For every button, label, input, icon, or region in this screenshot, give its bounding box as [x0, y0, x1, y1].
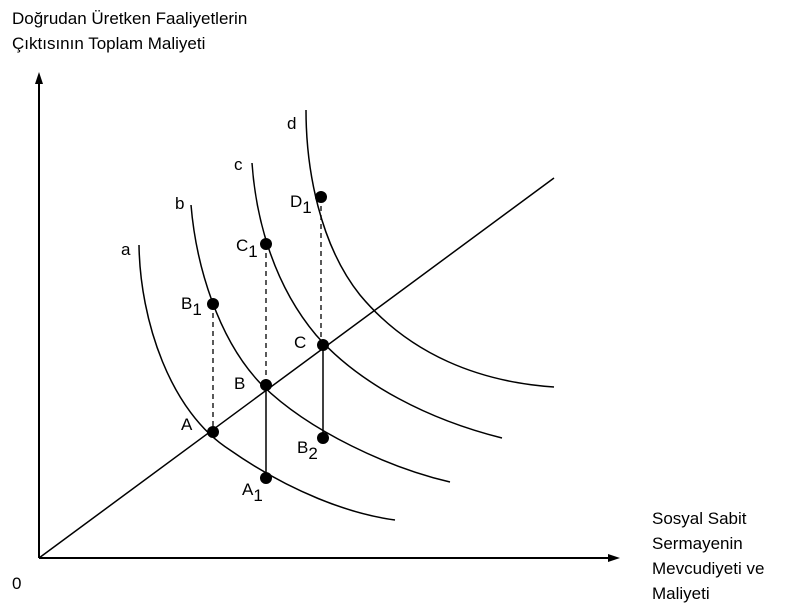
point-label-D1: D1 [290, 192, 312, 217]
y-axis-title: Doğrudan Üretken Faaliyetlerin Çıktısını… [12, 6, 247, 56]
point-label-B1-sub: 1 [192, 300, 201, 319]
y-axis-title-line-2: Çıktısının Toplam Maliyeti [12, 34, 206, 53]
point-label-A-main: A [181, 415, 193, 434]
y-axis-title-line-1: Doğrudan Üretken Faaliyetlerin [12, 9, 248, 28]
point-label-C: C [294, 333, 306, 352]
point-C1 [260, 238, 272, 250]
point-label-B2-main: B [297, 438, 308, 457]
point-label-D1-main: D [290, 192, 302, 211]
point-label-A: A [181, 415, 193, 434]
point-C [317, 339, 329, 351]
point-label-C1-sub: 1 [248, 242, 257, 261]
point-label-A1: A1 [242, 480, 263, 505]
curve-d [305, 109, 555, 388]
curve-a [138, 244, 396, 521]
point-A1 [260, 472, 272, 484]
x-axis-title-line-2: Sermayenin [652, 534, 743, 553]
point-label-C1-main: C [236, 236, 248, 255]
point-label-A1-sub: 1 [253, 486, 262, 505]
diagonal-path-line [38, 177, 555, 559]
x-axis-title-line-4: Maliyeti [652, 584, 710, 603]
x-axis-title-line-3: Mevcudiyeti ve [652, 559, 765, 578]
curve-label-a: a [121, 240, 131, 259]
point-B [260, 379, 272, 391]
point-label-B: B [234, 374, 245, 393]
point-label-B1: B1 [181, 294, 202, 319]
point-label-D1-sub: 1 [302, 198, 311, 217]
curve-c [251, 162, 503, 439]
x-axis-title: Sosyal Sabit Sermayenin Mevcudiyeti ve M… [652, 506, 764, 606]
curve-label-c: c [234, 155, 243, 174]
point-D1 [315, 191, 327, 203]
point-A [207, 426, 219, 438]
curve-label-d: d [287, 114, 296, 133]
point-label-A1-main: A [242, 480, 254, 499]
point-label-C1: C1 [236, 236, 258, 261]
y-axis-arrowhead [35, 72, 43, 84]
curve-label-b: b [175, 194, 184, 213]
point-label-B2: B2 [297, 438, 318, 463]
point-label-B1-main: B [181, 294, 192, 313]
point-B2 [317, 432, 329, 444]
point-label-B2-sub: 2 [308, 444, 317, 463]
point-B1 [207, 298, 219, 310]
point-label-C-main: C [294, 333, 306, 352]
point-label-B-main: B [234, 374, 245, 393]
x-axis-title-line-1: Sosyal Sabit [652, 509, 747, 528]
origin-label: 0 [12, 574, 22, 593]
x-axis-arrowhead [608, 554, 620, 562]
